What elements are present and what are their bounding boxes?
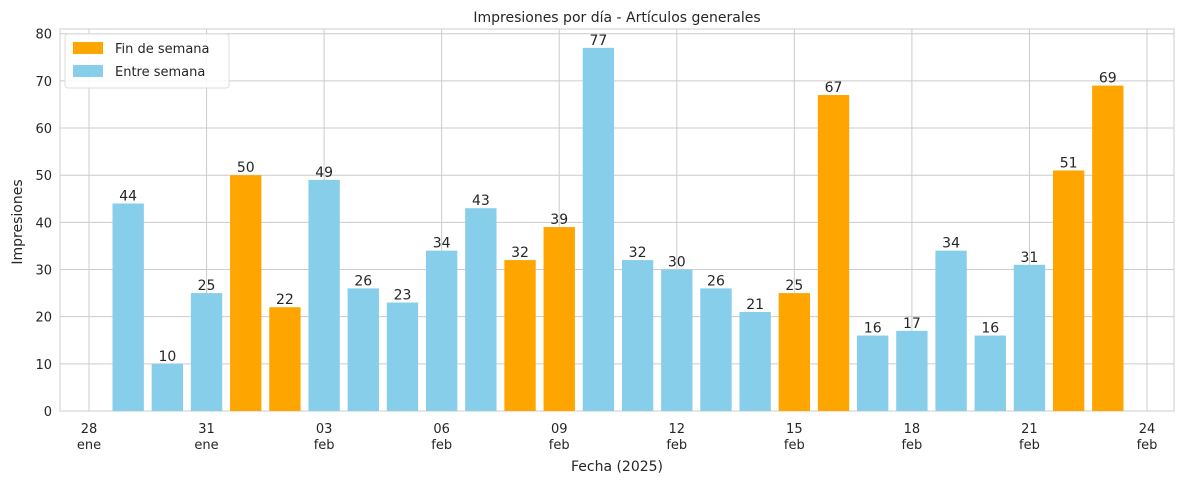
x-tick-label: 12 feb	[666, 422, 687, 453]
bar-weekday	[425, 250, 458, 411]
bar-value-label: 67	[825, 80, 843, 96]
x-axis-ticks: 28 ene 31 ene 03 feb 06 feb 09 feb 12 feb 15 feb 18 feb…	[77, 422, 1158, 453]
bar-weekend	[817, 95, 850, 411]
bar-value-label: 30	[668, 255, 686, 271]
bar-value-label: 34	[942, 236, 960, 252]
y-axis-ticks: 0 10 20 30 40 50 60 70 80	[35, 28, 52, 420]
legend-label-weekend: Fin de semana	[115, 42, 210, 57]
bar-weekday	[151, 363, 184, 411]
bar-weekday	[974, 335, 1006, 411]
bar-weekday	[112, 203, 144, 411]
y-axis-label: Impresiones	[10, 179, 26, 264]
bar-value-label: 49	[315, 165, 333, 181]
bar-value-label: 10	[158, 349, 176, 365]
bar-value-label: 77	[589, 33, 607, 49]
bar-value-label: 21	[746, 297, 764, 313]
bar-weekend	[504, 260, 536, 411]
bar-value-label: 22	[276, 292, 294, 308]
bar-value-label: 51	[1060, 155, 1078, 171]
y-tick-label: 50	[35, 169, 52, 184]
y-tick-label: 0	[44, 405, 52, 420]
x-axis-label: Fecha (2025)	[571, 459, 663, 475]
bar-weekday	[190, 293, 223, 411]
bars	[112, 47, 1124, 411]
bar-weekend	[778, 293, 811, 411]
y-tick-label: 20	[35, 311, 52, 326]
y-tick-label: 80	[35, 28, 52, 43]
bar-weekday	[739, 311, 771, 411]
y-tick-label: 60	[35, 122, 52, 137]
bar-value-label: 50	[237, 160, 255, 176]
x-tick-label: 24 feb	[1137, 422, 1158, 453]
bar-weekend	[1092, 85, 1124, 411]
x-tick-label: 03 feb	[314, 422, 335, 453]
x-tick-label: 09 feb	[549, 422, 570, 453]
bar-weekend	[543, 227, 575, 411]
bar-value-label: 26	[707, 273, 725, 289]
bar-value-label: 31	[1021, 250, 1039, 266]
bar-weekday	[661, 269, 693, 411]
bar-value-label: 39	[550, 212, 568, 228]
legend-swatch-weekend	[73, 42, 103, 54]
bar-weekend	[230, 175, 262, 411]
bar-weekday	[896, 330, 928, 411]
x-tick-label: 18 feb	[901, 422, 922, 453]
y-tick-label: 70	[35, 75, 52, 90]
y-tick-label: 10	[35, 358, 52, 373]
bar-weekday	[1013, 264, 1046, 411]
legend-label-weekday: Entre semana	[115, 65, 205, 80]
bar-value-label: 43	[472, 193, 490, 209]
bar-weekday	[465, 208, 497, 411]
bar-value-label: 32	[511, 245, 529, 261]
bar-value-label: 16	[864, 321, 882, 337]
bar-weekday	[857, 335, 889, 411]
bar-value-label: 25	[198, 278, 216, 294]
x-tick-label: 21 feb	[1019, 422, 1040, 453]
bar-value-label: 17	[903, 316, 921, 332]
x-tick-label: 31 ene	[194, 422, 218, 453]
data-labels: 44 10 25 50 22 49 26 23 34 43 32 39 77 32 30 26 21 25 67 16…	[119, 33, 1116, 365]
bar-weekday	[582, 47, 615, 411]
x-tick-label: 28 ene	[77, 422, 101, 453]
bar-weekday	[935, 250, 967, 411]
bar-value-label: 23	[394, 288, 412, 304]
legend-swatch-weekday	[73, 65, 103, 77]
x-tick-label: 06 feb	[431, 422, 452, 453]
y-tick-label: 40	[35, 216, 52, 231]
bar-value-label: 34	[433, 236, 451, 252]
bar-weekday	[621, 260, 654, 411]
bar-value-label: 16	[981, 321, 999, 337]
legend-box	[64, 33, 230, 89]
x-tick-label: 15 feb	[784, 422, 805, 453]
bar-value-label: 69	[1099, 71, 1117, 87]
legend: Fin de semana Entre semana	[64, 33, 230, 89]
bar-value-label: 32	[629, 245, 647, 261]
bar-value-label: 44	[119, 188, 137, 204]
bar-weekday	[347, 288, 379, 411]
y-tick-label: 30	[35, 264, 52, 279]
bar-weekday	[308, 179, 340, 411]
bar-weekend	[269, 307, 301, 411]
bar-weekday	[386, 302, 419, 411]
bar-weekend	[1052, 170, 1085, 411]
bar-weekday	[700, 288, 732, 411]
bar-value-label: 26	[354, 273, 372, 289]
bar-value-label: 25	[785, 278, 803, 294]
chart-title: Impresiones por día - Artículos generale…	[473, 10, 760, 26]
